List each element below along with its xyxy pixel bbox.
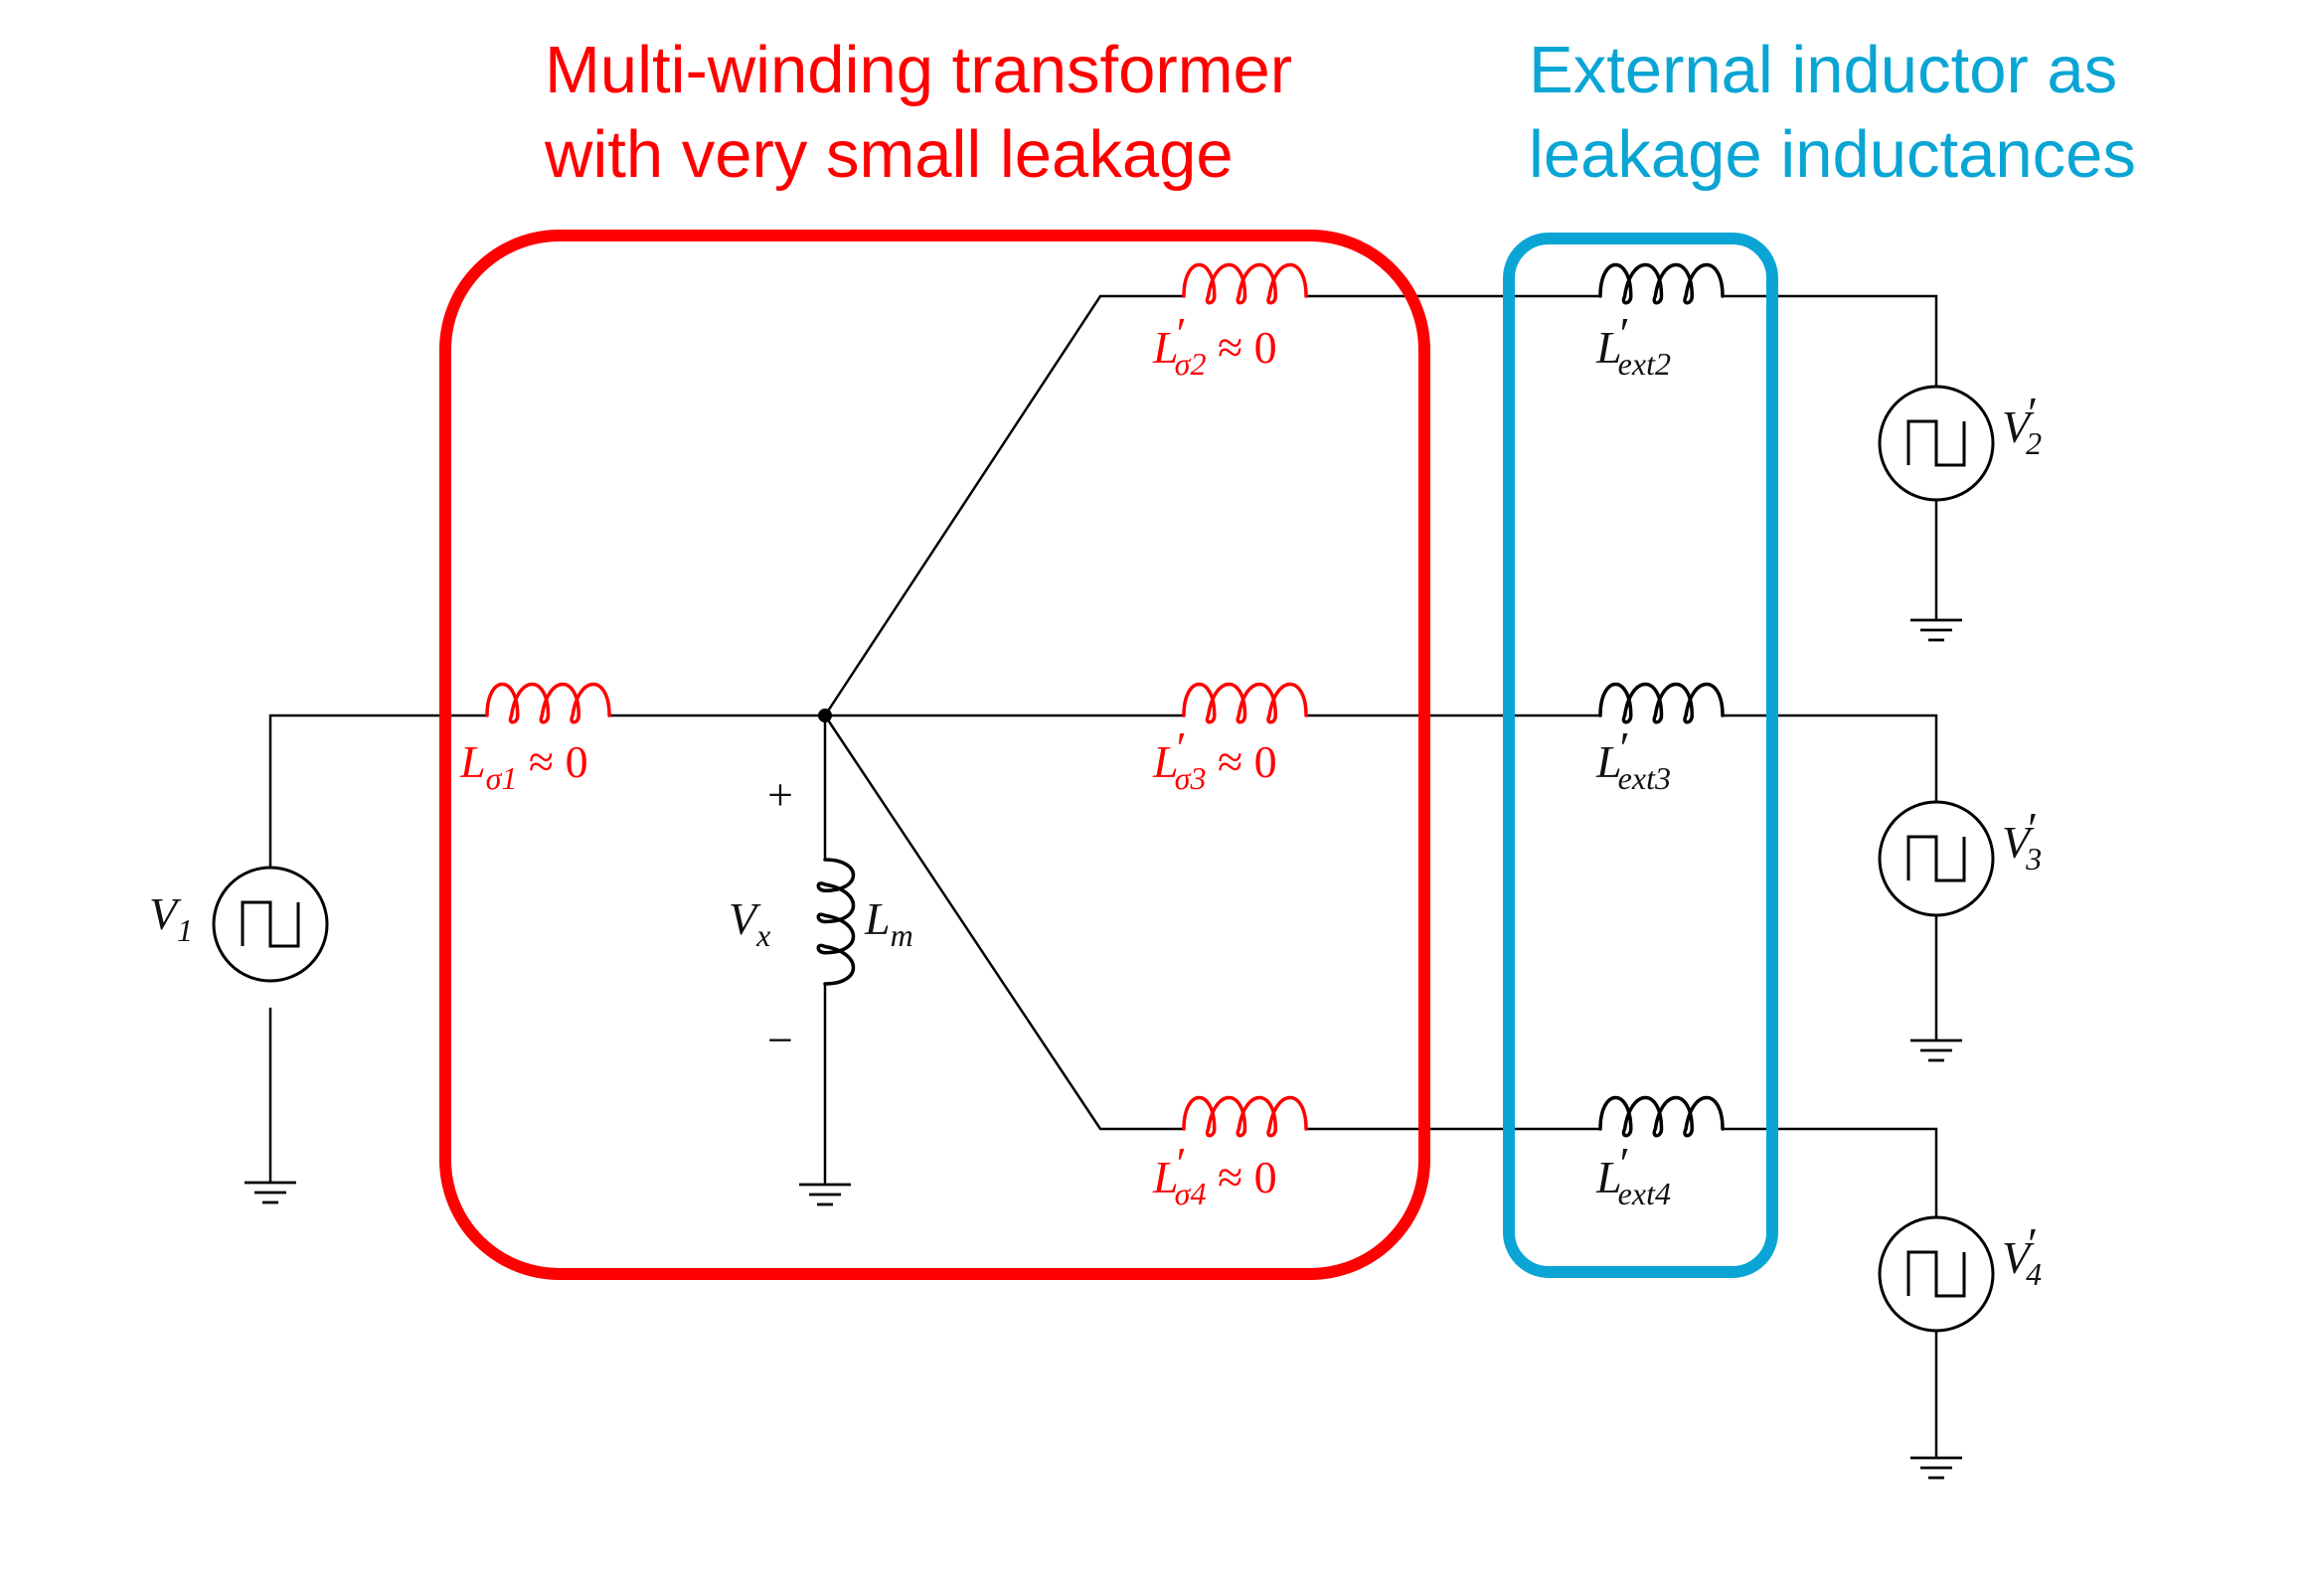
label-v-2: V′ 2 — [2002, 388, 2042, 461]
transformer-heading-line1: Multi-winding transformer — [545, 33, 1293, 107]
inductor-l-sigma2 — [1182, 263, 1308, 305]
voltage-source-v3 — [1878, 800, 1995, 917]
voltage-source-v2 — [1878, 385, 1995, 502]
coils — [485, 263, 1725, 1138]
inductor-l-sigma1 — [485, 683, 611, 724]
grounds — [245, 618, 1962, 1480]
inductor-l-ext3 — [1598, 683, 1725, 724]
ground-icon — [1910, 618, 1962, 642]
label-l-sigma4: L′ σ4 ≈ 0 — [1152, 1138, 1277, 1211]
inductor-l-sigma4 — [1182, 1096, 1308, 1138]
label-l-ext2: L′ ext2 — [1595, 308, 1671, 382]
label-minus: − — [767, 1015, 793, 1065]
label-v-3: V′ 3 — [2002, 803, 2042, 877]
transformer-heading-line2: with very small leakage — [545, 117, 1234, 192]
inductor-l-ext2 — [1598, 263, 1725, 305]
external-inductor-box — [1503, 233, 1778, 1278]
label-l-sigma1: Lσ1 ≈ 0 — [459, 736, 588, 796]
external-heading-line2: leakage inductances — [1529, 117, 2136, 192]
transformer-heading: Multi-winding transformer with very smal… — [545, 28, 1292, 197]
inductor-l-sigma3 — [1182, 683, 1308, 724]
label-l-sigma3: L′ σ3 ≈ 0 — [1152, 722, 1277, 796]
ground-icon — [1910, 1456, 1962, 1480]
wire-secondary3 — [823, 714, 1938, 1040]
label-l-m: Lm — [864, 893, 913, 953]
label-v-1: V1 — [149, 888, 193, 948]
ground-icon — [1910, 1038, 1962, 1062]
center-node — [818, 709, 832, 722]
wire-secondary2 — [823, 294, 1938, 718]
wires — [268, 294, 1938, 1458]
wire-secondary4 — [823, 714, 1938, 1458]
external-inductor-heading: External inductor as leakage inductances — [1529, 28, 2136, 197]
inductor-l-m — [816, 858, 856, 986]
sources — [212, 385, 1995, 1333]
voltage-source-v4 — [1878, 1215, 1995, 1333]
ground-icon — [245, 1181, 296, 1204]
label-plus: + — [767, 769, 793, 820]
inductor-l-ext4 — [1598, 1096, 1725, 1138]
label-l-ext4: L′ ext4 — [1595, 1138, 1671, 1211]
label-l-sigma2: L′ σ2 ≈ 0 — [1152, 308, 1277, 382]
label-l-ext3: L′ ext3 — [1595, 722, 1671, 796]
voltage-source-v1 — [212, 866, 329, 983]
transformer-box — [439, 230, 1430, 1280]
ground-icon — [799, 1183, 851, 1206]
wire-primary — [268, 714, 827, 921]
external-heading-line1: External inductor as — [1529, 33, 2118, 107]
label-v-x: Vx — [729, 893, 770, 953]
label-v-4: V′ 4 — [2002, 1218, 2042, 1292]
